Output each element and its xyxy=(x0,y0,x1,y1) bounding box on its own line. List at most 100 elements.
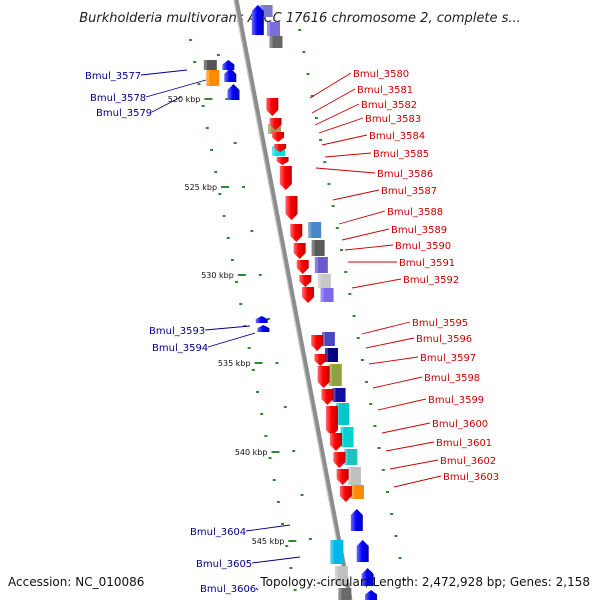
leader-line xyxy=(385,441,435,452)
cog-block-shade xyxy=(340,427,344,447)
gene-label-bmul-3580: Bmul_3580 xyxy=(353,69,409,80)
leader-line xyxy=(361,321,411,335)
leader-line xyxy=(321,134,368,146)
gene-label-bmul-3593: Bmul_3593 xyxy=(149,326,205,337)
reverse-gene-arrow xyxy=(279,166,292,190)
leader-line xyxy=(251,556,301,564)
forward-gene-arrow xyxy=(257,325,270,332)
cog-block xyxy=(332,388,346,402)
gene-label-bmul-3594: Bmul_3594 xyxy=(152,343,208,354)
reverse-gene-arrow xyxy=(276,157,289,165)
reverse-gene-arrow xyxy=(317,366,330,388)
reverse-gene-arrow xyxy=(336,469,349,485)
reverse-gene-arrow xyxy=(269,118,282,130)
leader-line xyxy=(314,103,360,126)
leader-line xyxy=(311,88,356,114)
forward-gene-arrow xyxy=(222,60,235,70)
gene-label-bmul-3599: Bmul_3599 xyxy=(428,395,484,406)
scale-label: 540 kbp xyxy=(235,448,268,457)
cog-block-shade xyxy=(338,588,342,600)
reverse-gene-arrow xyxy=(333,452,346,468)
gene-label-bmul-3590: Bmul_3590 xyxy=(395,241,451,252)
leader-line xyxy=(324,152,372,158)
cog-block-shade xyxy=(320,288,324,302)
cog-block-shade xyxy=(268,124,272,134)
gene-labels: Bmul_3577 Bmul_3578 Bmul_3579 Bmul_3593 Bmul… xyxy=(85,69,499,595)
cog-block xyxy=(328,364,342,386)
map-title: Burkholderia multivorans ATCC 17616 chro… xyxy=(79,11,521,26)
cog-block xyxy=(320,288,334,302)
leader-line xyxy=(338,210,386,225)
cog-block xyxy=(347,467,361,485)
cog-block-shade xyxy=(314,257,318,273)
cog-block-shade xyxy=(267,22,271,36)
gene-label-bmul-3600: Bmul_3600 xyxy=(432,419,488,430)
cog-block-shade xyxy=(272,146,276,156)
cog-block-shade xyxy=(321,332,325,346)
cog-block-shade xyxy=(317,274,321,288)
cog-block xyxy=(330,540,344,564)
cog-block xyxy=(311,240,325,256)
leader-line xyxy=(332,189,380,201)
reverse-gene-arrow xyxy=(339,486,352,502)
gene-label-bmul-3601: Bmul_3601 xyxy=(436,438,492,449)
gene-label-bmul-3602: Bmul_3602 xyxy=(440,456,496,467)
cog-block-shade xyxy=(203,60,207,70)
gene-label-bmul-3591: Bmul_3591 xyxy=(399,258,455,269)
leader-line xyxy=(309,72,352,99)
reverse-gene-arrow xyxy=(296,260,309,274)
gene-label-bmul-3596: Bmul_3596 xyxy=(416,334,472,345)
gene-label-bmul-3587: Bmul_3587 xyxy=(381,186,437,197)
accession-text: Accession: NC_010086 xyxy=(8,575,144,589)
gene-label-bmul-3605: Bmul_3605 xyxy=(196,559,252,570)
forward-gene-arrow xyxy=(224,68,237,82)
cog-block-shade xyxy=(347,467,351,485)
forward-gene-arrow xyxy=(255,316,268,323)
leader-line xyxy=(318,117,364,134)
gene-label-bmul-3585: Bmul_3585 xyxy=(373,149,429,160)
leader-line xyxy=(315,167,376,174)
cog-block xyxy=(206,70,220,86)
forward-gene-arrow xyxy=(227,84,240,100)
gene-label-bmul-3606: Bmul_3606 xyxy=(200,584,256,595)
topology-text: Topology: circular; Length: 2,472,928 bp… xyxy=(259,575,590,589)
gene-label-bmul-3581: Bmul_3581 xyxy=(357,85,413,96)
gene-label-bmul-3586: Bmul_3586 xyxy=(377,169,433,180)
cog-block xyxy=(267,22,281,36)
cog-block xyxy=(203,60,217,70)
backbone xyxy=(233,0,353,600)
scale-label: 520 kbp xyxy=(168,95,201,104)
cog-block xyxy=(314,257,328,273)
gene-label-bmul-3582: Bmul_3582 xyxy=(361,100,417,111)
reverse-gene-arrow xyxy=(329,433,342,451)
cog-block xyxy=(336,403,350,425)
gene-label-bmul-3583: Bmul_3583 xyxy=(365,114,421,125)
cog-block xyxy=(269,36,283,48)
gene-label-bmul-3597: Bmul_3597 xyxy=(420,353,476,364)
leader-line xyxy=(381,422,431,434)
cog-block xyxy=(324,348,338,362)
forward-gene-arrow xyxy=(365,590,378,600)
leader-line xyxy=(389,459,439,470)
gene-label-bmul-3589: Bmul_3589 xyxy=(391,225,447,236)
scale-label: 525 kbp xyxy=(184,183,217,192)
leader-line xyxy=(207,332,256,348)
leader-line xyxy=(365,337,415,349)
reverse-gene-arrow xyxy=(311,335,324,351)
scale-labels: 520 kbp 525 kbp 530 kbp 535 kbp 540 kbp 545 k… xyxy=(168,95,297,546)
scale-label: 545 kbp xyxy=(252,537,285,546)
leader-line xyxy=(393,475,442,488)
reverse-gene-arrow xyxy=(272,132,285,142)
backbone-highlight xyxy=(233,0,349,600)
leader-line xyxy=(151,96,182,113)
gene-label-bmul-3577: Bmul_3577 xyxy=(85,71,141,82)
cog-block xyxy=(334,566,348,586)
gene-label-bmul-3579: Bmul_3579 xyxy=(96,108,152,119)
cog-block-shade xyxy=(332,388,336,402)
cog-block-shade xyxy=(328,364,332,386)
cog-block-shade xyxy=(324,348,328,362)
reverse-gene-arrow xyxy=(314,354,327,366)
backbone-line xyxy=(233,0,353,600)
gene-label-bmul-3604: Bmul_3604 xyxy=(190,527,246,538)
